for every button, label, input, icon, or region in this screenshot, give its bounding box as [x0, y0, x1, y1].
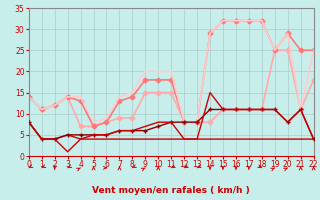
Text: Vent moyen/en rafales ( km/h ): Vent moyen/en rafales ( km/h ) [92, 186, 250, 195]
